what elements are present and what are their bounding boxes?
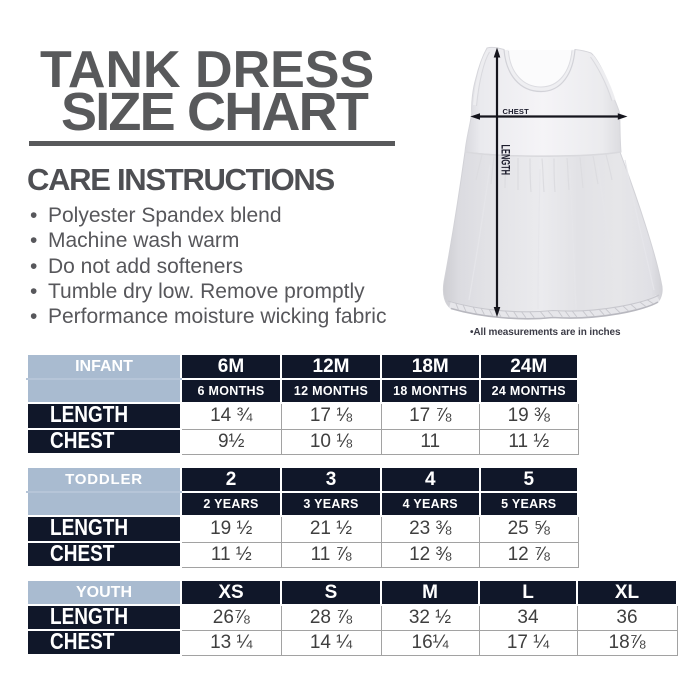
svg-text:LENGTH: LENGTH	[498, 145, 511, 176]
svg-text:CHEST: CHEST	[503, 107, 530, 116]
